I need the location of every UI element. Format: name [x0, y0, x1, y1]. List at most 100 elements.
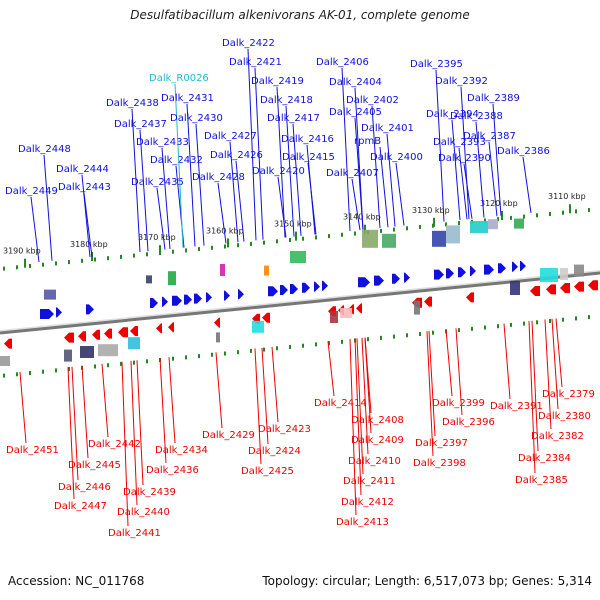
label-leader-line — [426, 331, 434, 457]
gene-feature-box — [560, 268, 568, 280]
label-leader-line — [371, 105, 381, 229]
label-leader-line — [67, 367, 75, 500]
label-leader-line — [307, 162, 317, 235]
reverse-gene-arrow — [78, 331, 86, 342]
reverse-gene-arrow — [4, 338, 12, 349]
forward-gene-arrow — [238, 289, 244, 300]
forward-gene-arrow — [374, 275, 384, 286]
scale-label-kbp: 3110 kbp — [548, 192, 586, 201]
top-gene-label: Dalk_2415 — [282, 152, 335, 163]
top-gene-label: Dalk_2418 — [260, 95, 313, 106]
scale-label-kbp: 3160 kbp — [206, 226, 244, 235]
reverse-gene-arrow — [530, 286, 540, 296]
reverse-gene-arrow — [64, 332, 74, 343]
label-leader-line — [247, 48, 257, 241]
reverse-gene-arrow — [356, 303, 362, 314]
label-leader-line — [551, 318, 559, 410]
gene-feature-box — [146, 275, 152, 284]
forward-gene-arrow — [434, 269, 444, 280]
bottom-gene-label: Dalk_2411 — [343, 476, 396, 487]
forward-gene-arrow — [56, 307, 62, 318]
reverse-gene-arrow — [104, 328, 112, 339]
forward-gene-arrow — [86, 304, 94, 315]
label-leader-line — [121, 361, 129, 527]
gene-feature-box — [470, 221, 488, 233]
reverse-gene-arrow — [214, 317, 220, 328]
gene-feature-box — [330, 311, 338, 323]
label-leader-line — [131, 108, 141, 253]
label-leader-line — [235, 160, 245, 242]
label-leader-line — [356, 338, 364, 475]
forward-gene-arrow — [470, 266, 476, 276]
gene-feature-box — [382, 233, 396, 248]
label-leader-line — [83, 192, 93, 257]
label-leader-line — [327, 341, 335, 397]
forward-gene-arrow — [458, 267, 466, 278]
bottom-gene-label: Dalk_2447 — [54, 501, 107, 512]
bottom-gene-label: Dalk_2391 — [490, 401, 543, 412]
bottom-gene-label: Dalk_2441 — [108, 528, 161, 539]
label-leader-line — [261, 347, 269, 445]
label-leader-line — [81, 174, 91, 258]
top-gene-label: Dalk_2401 — [361, 123, 414, 134]
top-gene-label: Dalk_2426 — [210, 150, 263, 161]
top-gene-label: Dalk_2448 — [18, 144, 71, 155]
bottom-gene-label: Dalk_2446 — [58, 482, 111, 493]
label-leader-line — [458, 147, 468, 220]
label-leader-line — [364, 337, 372, 434]
label-leader-line — [522, 156, 532, 213]
reverse-gene-arrow — [546, 284, 556, 295]
forward-gene-arrow — [520, 261, 526, 271]
label-leader-line — [386, 133, 396, 227]
forward-gene-arrow — [194, 293, 202, 304]
label-leader-line — [136, 360, 144, 486]
label-leader-line — [528, 321, 536, 474]
top-gene-label: Dalk_2416 — [281, 134, 334, 145]
top-gene-label: Dalk_2422 — [222, 38, 275, 49]
top-gene-label: Dalk_2405 — [329, 107, 382, 118]
gene-feature-box — [540, 268, 558, 282]
forward-gene-arrow — [290, 284, 298, 294]
top-gene-label: Dalk_2420 — [252, 166, 305, 177]
forward-gene-arrow — [280, 285, 288, 295]
backbone-highlight — [0, 270, 600, 332]
top-gene-label: Dalk_2444 — [56, 164, 109, 175]
gene-feature-box — [44, 289, 56, 300]
forward-gene-arrow — [224, 290, 230, 301]
label-leader-line — [19, 371, 27, 444]
top-gene-label: Dalk_2449 — [5, 186, 58, 197]
top-gene-label: rpmB — [354, 136, 381, 147]
reverse-gene-arrow — [92, 329, 100, 340]
label-leader-line — [463, 163, 473, 219]
gene-feature-box — [220, 264, 225, 276]
bottom-gene-label: Dalk_2385 — [515, 475, 568, 486]
bottom-gene-label: Dalk_2399 — [432, 398, 485, 409]
top-gene-label: Dalk_2390 — [438, 153, 491, 164]
gene-feature-box — [414, 300, 420, 315]
top-gene-label: Dalk_2406 — [316, 57, 369, 68]
top-gene-label: Dalk_2400 — [370, 152, 423, 163]
label-leader-line — [229, 141, 239, 243]
label-leader-line — [130, 360, 138, 506]
label-leader-line — [161, 147, 171, 250]
forward-gene-arrow — [162, 296, 168, 307]
forward-gene-arrow — [358, 277, 370, 288]
bottom-gene-label: Dalk_2397 — [415, 438, 468, 449]
gene-feature-box — [362, 229, 378, 248]
bottom-gene-label: Dalk_2409 — [351, 435, 404, 446]
label-leader-line — [544, 319, 552, 430]
forward-gene-arrow — [392, 273, 400, 284]
bottom-gene-label: Dalk_2424 — [248, 446, 301, 457]
reverse-gene-arrow — [588, 280, 598, 291]
top-gene-label: Dalk_2430 — [170, 113, 223, 124]
top-gene-label: Dalk_2431 — [161, 93, 214, 104]
top-gene-label: Dalk_2435 — [131, 177, 184, 188]
gene-feature-box — [340, 308, 352, 318]
label-leader-line — [349, 338, 357, 516]
gene-feature-box — [252, 320, 264, 333]
label-leader-line — [354, 117, 364, 230]
bottom-gene-label: Dalk_2440 — [117, 507, 170, 518]
label-leader-line — [139, 129, 149, 252]
label-leader-line — [254, 348, 262, 465]
top-gene-label: Dalk_2394 — [426, 109, 479, 120]
